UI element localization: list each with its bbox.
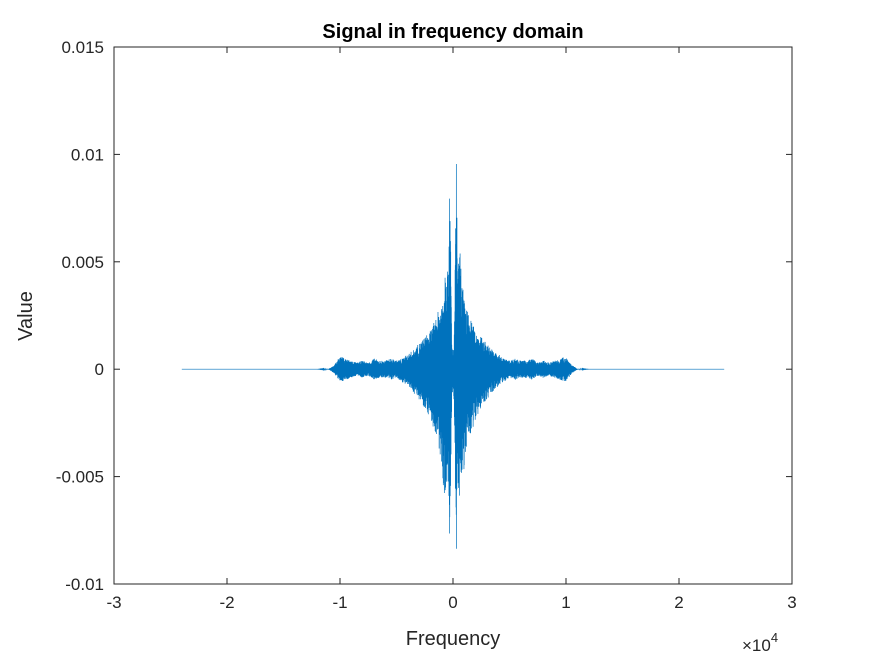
y-tick-label: 0.015 xyxy=(61,38,104,57)
x-tick-label: 1 xyxy=(561,593,570,612)
chart-title: Signal in frequency domain xyxy=(322,21,583,43)
y-tick-label: 0.01 xyxy=(71,145,104,164)
y-tick-label: 0.005 xyxy=(61,253,104,272)
y-tick-label: 0 xyxy=(95,360,104,379)
axes-box xyxy=(113,46,793,585)
x-tick-label: 0 xyxy=(448,593,457,612)
x-tick-label: 3 xyxy=(787,593,796,612)
x-exponent-power: 4 xyxy=(771,630,778,645)
x-axis-label: Frequency xyxy=(406,628,501,650)
x-tick-label: -3 xyxy=(106,593,121,612)
x-tick-label: -1 xyxy=(332,593,347,612)
ticks-layer: -3 -2 -1 0 1 2 3 -0.01 -0.005 0 0.005 0.01 0.015 xyxy=(56,38,797,612)
signal-layer xyxy=(181,163,725,549)
y-tick-label: -0.005 xyxy=(56,468,104,487)
signal-line xyxy=(181,163,725,549)
y-axis-label: Value xyxy=(15,291,37,341)
x-tick-label: -2 xyxy=(219,593,234,612)
x-axis-exponent: ×104 xyxy=(742,630,778,655)
x-exponent-base: ×10 xyxy=(742,636,771,655)
x-tick-label: 2 xyxy=(674,593,683,612)
y-tick-label: -0.01 xyxy=(65,575,104,594)
